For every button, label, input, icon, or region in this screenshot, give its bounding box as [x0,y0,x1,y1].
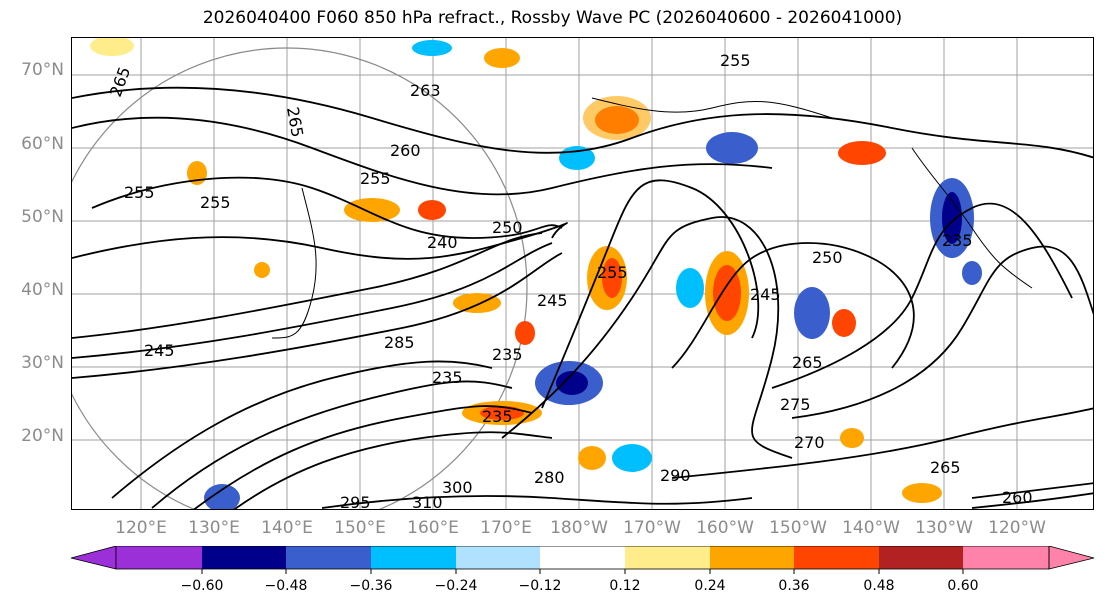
contour-label: 255 [720,51,751,70]
lat-label-60n: 60°N [21,134,64,154]
contour-label: 245 [537,291,568,310]
contour-labels: 265 265 263 255 260 255 255 255 240 250 … [106,51,1033,510]
lon-label-130e: 130°E [188,518,240,538]
map-panel: 265 265 263 255 260 255 255 255 240 250 … [71,37,1094,510]
lon-label-140w: 140°W [842,518,900,538]
colorbar-tick: 0.60 [947,578,979,594]
lon-label-180w: 180°W [550,518,608,538]
colorbar-bin [371,546,456,569]
colorbar-tick: −0.36 [349,578,393,594]
colorbar-tick: −0.48 [264,578,308,594]
contour-label: 245 [144,341,175,360]
lon-label-120w: 120°W [988,518,1046,538]
contour-label: 310 [412,493,443,510]
colorbar-tick: −0.12 [518,578,562,594]
lon-label-150e: 150°E [334,518,386,538]
range-circle [72,47,528,509]
lon-label-160e: 160°E [407,518,459,538]
contour-label: 265 [930,458,961,477]
lon-label-130w: 130°W [915,518,973,538]
colorbar-extend-high [1048,546,1095,570]
contour-label: 260 [1002,488,1033,507]
contour-label: 235 [482,407,513,426]
colorbar-bin [456,546,540,569]
colorbar-bin [202,546,286,569]
lat-label-50n: 50°N [21,207,64,227]
map-canvas: 265 265 263 255 260 255 255 255 240 250 … [72,38,1093,510]
contour-label: 255 [124,183,155,202]
lon-label-150w: 150°W [769,518,827,538]
colorbar-tick: 0.48 [863,578,895,594]
lon-label-170w: 170°W [623,518,681,538]
contour-label: 255 [597,263,628,282]
shaded-anomalies [90,38,982,509]
contour-label: 250 [812,248,843,267]
contour-label: 290 [660,466,691,485]
lat-label-20n: 20°N [21,426,64,446]
colorbar-tick: 0.24 [694,578,726,594]
lat-label-40n: 40°N [21,280,64,300]
colorbar-tick: 0.36 [778,578,810,594]
contour-label: 270 [794,433,825,452]
colorbar-bin [625,546,710,569]
colorbar-bin [116,546,202,569]
colorbar-tick: 0.12 [609,578,641,594]
colorbar-bin [794,546,879,569]
contour-label: 265 [792,353,823,372]
contour-label: 255 [200,193,231,212]
lat-label-30n: 30°N [21,353,64,373]
contour-label: 255 [360,169,391,188]
colorbar-extend-low [70,546,117,570]
contour-label: 240 [427,233,458,252]
colorbar-bin [540,546,625,569]
colorbar-bin [963,546,1049,569]
lon-label-160w: 160°W [696,518,754,538]
contour-label: 235 [432,368,463,387]
contour-label: 275 [780,395,811,414]
contour-label: 265 [106,64,134,99]
colorbar-tick: −0.24 [434,578,478,594]
contour-label: 285 [384,333,415,352]
colorbar-bin [879,546,963,569]
colorbar-tick: −0.60 [180,578,224,594]
colorbar-bin [286,546,371,569]
lon-label-120e: 120°E [115,518,167,538]
contour-label: 295 [340,493,371,510]
contour-label: 250 [492,218,523,237]
contour-label: 263 [410,81,441,100]
colorbar-bin [710,546,794,569]
contour-lines [72,86,1093,509]
lat-label-70n: 70°N [21,60,64,80]
coastlines [271,97,1033,339]
contour-label: 245 [750,285,781,304]
contour-label: 280 [534,468,565,487]
colorbar [70,546,1095,574]
graticule [72,38,1093,509]
contour-label: 235 [942,231,973,250]
contour-label: 300 [442,478,473,497]
lon-label-140e: 140°E [261,518,313,538]
contour-label: 260 [390,141,421,160]
contour-label: 235 [492,345,523,364]
map-title: 2026040400 F060 850 hPa refract., Rossby… [202,8,903,28]
lon-label-170e: 170°E [480,518,532,538]
